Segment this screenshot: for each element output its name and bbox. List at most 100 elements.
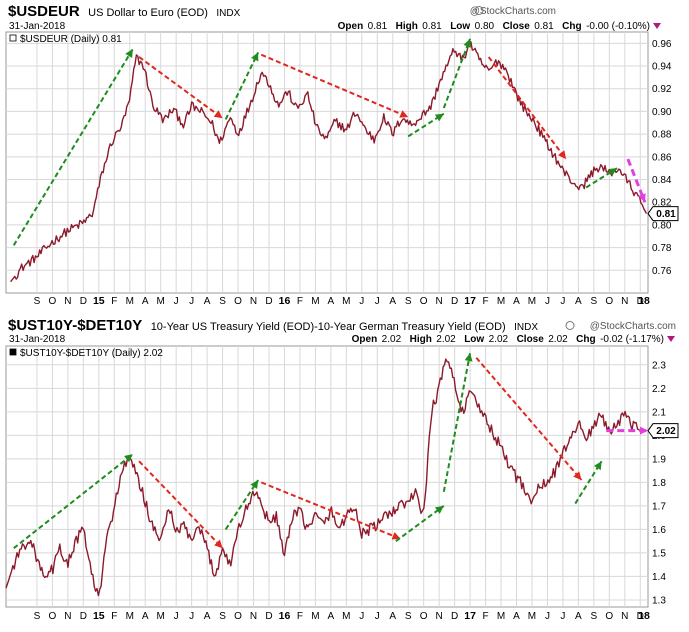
legend-swatch-icon — [9, 34, 17, 42]
x-tick-label: J — [375, 296, 380, 307]
x-tick-label: J — [189, 296, 194, 307]
trendline-arrowhead — [593, 461, 602, 471]
x-tick-label: N — [436, 296, 443, 307]
y-tick-label: 0.78 — [652, 243, 672, 254]
x-tick-label: M — [126, 611, 134, 622]
x-tick-label: M — [157, 611, 165, 622]
x-tick-label: 16 — [279, 610, 291, 622]
x-tick-label: A — [513, 611, 520, 622]
x-tick-label: 17 — [464, 295, 476, 307]
dropdown-triangle-icon[interactable] — [667, 336, 675, 342]
legend-entry: $UST10Y-$DET10Y (Daily) 2.02 — [20, 348, 163, 359]
x-tick-label: A — [204, 296, 211, 307]
x-tick-label: M — [342, 296, 350, 307]
x-tick-label: 16 — [279, 295, 291, 307]
trendline-up — [395, 505, 445, 542]
last-value-label: 0.81 — [656, 209, 676, 220]
x-tick-label: J — [545, 296, 550, 307]
x-tick-label: J — [560, 611, 565, 622]
x-tick-label: 18 — [638, 610, 650, 622]
x-tick-label: D — [265, 296, 272, 307]
x-tick-label: O — [605, 296, 613, 307]
x-tick-label: N — [250, 611, 257, 622]
x-tick-label: S — [591, 296, 598, 307]
x-tick-label: N — [436, 611, 443, 622]
trendline-arrowhead — [214, 539, 223, 549]
y-tick-label: 0.80 — [652, 220, 672, 231]
x-tick-label: 15 — [93, 295, 105, 307]
x-tick-label: O — [605, 611, 613, 622]
trendline-arrowhead — [464, 353, 473, 362]
x-tick-label: D — [637, 611, 644, 622]
x-tick-label: 17 — [464, 610, 476, 622]
trendline-down — [475, 357, 583, 481]
x-tick-label: S — [34, 611, 41, 622]
trendline-up — [224, 51, 260, 120]
price-series-line — [10, 41, 648, 283]
y-tick-label: 2.1 — [652, 407, 666, 418]
trendline-arrowhead — [251, 52, 259, 62]
x-tick-label: A — [328, 296, 335, 307]
y-tick-label: 1.3 — [652, 595, 666, 606]
y-tick-label: 1.4 — [652, 572, 666, 583]
x-tick-label: D — [451, 611, 458, 622]
x-tick-label: D — [80, 611, 87, 622]
trendline-up — [12, 48, 134, 246]
x-tick-label: O — [49, 611, 57, 622]
x-tick-label: S — [591, 611, 598, 622]
y-tick-label: 2.3 — [652, 360, 666, 371]
x-tick-label: M — [497, 296, 505, 307]
x-tick-label: 15 — [93, 610, 105, 622]
x-tick-label: M — [528, 296, 536, 307]
x-tick-label: F — [483, 611, 489, 622]
dropdown-triangle-icon[interactable] — [653, 23, 661, 29]
x-tick-label: M — [126, 296, 134, 307]
trendline-up — [13, 453, 134, 550]
y-tick-label: 0.76 — [652, 266, 672, 277]
plot-area-frame — [5, 345, 649, 608]
x-tick-label: O — [420, 296, 428, 307]
x-tick-label: O — [234, 611, 242, 622]
x-tick-label: O — [49, 296, 57, 307]
trendline-arrowhead — [125, 49, 133, 58]
x-tick-label: N — [64, 611, 71, 622]
y-tick-label: 1.5 — [652, 548, 666, 559]
x-tick-label: O — [234, 296, 242, 307]
x-tick-label: J — [359, 611, 364, 622]
x-tick-label: A — [575, 296, 582, 307]
y-tick-label: 1.7 — [652, 501, 666, 512]
y-tick-label: 0.90 — [652, 107, 672, 118]
x-tick-label: J — [359, 296, 364, 307]
x-tick-label: F — [111, 611, 117, 622]
x-tick-label: S — [219, 296, 226, 307]
legend-entry: $USDEUR (Daily) 0.81 — [20, 34, 122, 45]
brand-logo-icon — [474, 6, 484, 15]
x-tick-label: O — [420, 611, 428, 622]
trendline-up — [585, 167, 618, 189]
trendline-down — [260, 53, 409, 119]
x-tick-label: A — [142, 296, 149, 307]
y-tick-label: 0.84 — [652, 175, 672, 186]
price-series-line — [5, 358, 641, 597]
trendline-arrowhead — [573, 471, 582, 481]
y-tick-label: 0.94 — [652, 62, 672, 73]
trendline-up — [224, 479, 259, 530]
trendline-arrowhead — [391, 532, 401, 540]
x-tick-label: F — [483, 296, 489, 307]
last-value-label: 2.02 — [656, 426, 676, 437]
trendline-up — [442, 38, 472, 109]
x-tick-label: M — [497, 611, 505, 622]
x-tick-label: S — [405, 611, 412, 622]
brand-label-2: @StockCharts.com — [590, 321, 676, 332]
x-tick-label: S — [34, 296, 41, 307]
x-tick-label: A — [389, 611, 396, 622]
yield-spread-chart: 1.31.41.51.61.71.81.92.02.12.22.3SOND15F… — [5, 345, 679, 622]
y-tick-label: 0.88 — [652, 130, 672, 141]
x-tick-label: M — [311, 296, 319, 307]
panel2-ohlc: Open 2.02 High 2.02 Low 2.02 Close 2.02 … — [352, 329, 664, 346]
x-tick-label: A — [575, 611, 582, 622]
x-tick-label: A — [142, 611, 149, 622]
y-tick-label: 2.2 — [652, 384, 666, 395]
y-tick-label: 0.86 — [652, 152, 672, 163]
